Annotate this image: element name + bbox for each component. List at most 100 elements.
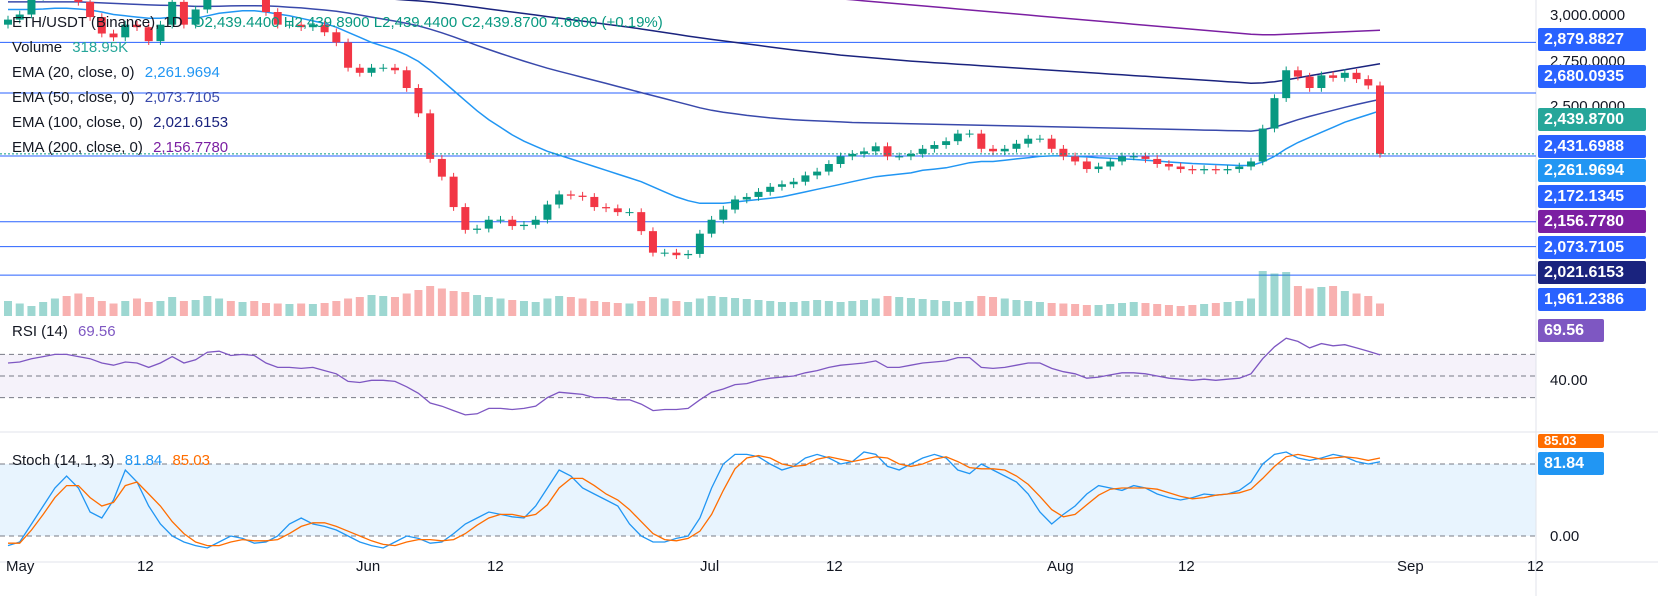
- candle-body: [1035, 138, 1044, 140]
- candle-body: [965, 133, 974, 135]
- volume-bar: [355, 297, 364, 316]
- price-tick-3000: 3,000.0000: [1550, 7, 1626, 24]
- candle-body: [1376, 85, 1384, 154]
- candle-body: [1211, 169, 1220, 171]
- volume-bar: [1211, 303, 1220, 316]
- candle-body: [484, 219, 493, 229]
- stoch-d-value: 85.03: [172, 452, 210, 469]
- price-tag-2431: 2,431.6988: [1538, 135, 1646, 158]
- candle-body: [15, 14, 24, 20]
- volume-bar: [1317, 287, 1326, 316]
- candle-body: [648, 231, 657, 253]
- volume-bar: [1364, 296, 1373, 316]
- volume-bar: [695, 298, 704, 316]
- candle-body: [156, 24, 165, 42]
- volume-bar: [648, 297, 657, 316]
- candle-body: [766, 186, 775, 192]
- candle-body: [402, 70, 411, 88]
- ema50-label: EMA (50, close, 0): [12, 89, 135, 106]
- volume-bar: [1071, 304, 1080, 316]
- volume-bar: [261, 303, 270, 316]
- candle-body: [1188, 169, 1197, 171]
- candle-body: [1329, 75, 1338, 78]
- candle-body: [672, 252, 681, 256]
- candle-body: [4, 19, 12, 25]
- candle-body: [1352, 72, 1361, 80]
- ema100-legend: EMA (100, close, 0) 2,021.6153: [12, 114, 234, 132]
- volume-bar: [4, 301, 12, 316]
- volume-bar: [519, 301, 528, 316]
- ema200-label: EMA (200, close, 0): [12, 139, 143, 156]
- candle-body: [1235, 166, 1244, 170]
- volume-bar: [238, 302, 247, 316]
- ema100-value: 2,021.6153: [153, 114, 229, 131]
- candle-body: [179, 1, 188, 25]
- price-tag-2073: 2,073.7105: [1538, 236, 1646, 259]
- price-tag-last: 2,439.8700: [1538, 108, 1646, 131]
- price-tag-ema100: 2,021.6153: [1538, 261, 1646, 284]
- volume-bar: [50, 298, 59, 316]
- x-label-jul-12: 12: [826, 558, 843, 575]
- volume-bar: [15, 303, 24, 316]
- volume-bar: [848, 301, 857, 316]
- volume-bar: [860, 300, 869, 316]
- price-tag-2680: 2,680.0935: [1538, 65, 1646, 88]
- candle-body: [1176, 166, 1185, 170]
- stoch-k-line: [7, 451, 1381, 549]
- volume-bar: [144, 302, 153, 316]
- ema20-label: EMA (20, close, 0): [12, 64, 135, 81]
- candle-body: [754, 191, 763, 197]
- candle-body: [320, 24, 329, 33]
- volume-bar: [989, 297, 998, 316]
- volume-bar: [179, 301, 188, 316]
- volume-bar: [543, 298, 552, 316]
- candle-body: [203, 0, 212, 10]
- volume-bar: [496, 298, 505, 316]
- x-label-may: May: [6, 558, 35, 575]
- volume-bar: [731, 298, 740, 316]
- candle-body: [684, 253, 693, 256]
- candle-body: [332, 32, 341, 43]
- candle-body: [1141, 156, 1150, 159]
- candle-body: [777, 184, 786, 187]
- candle-body: [144, 27, 153, 42]
- volume-bar: [132, 298, 141, 316]
- volume-bar: [1000, 298, 1009, 316]
- volume-bar: [402, 293, 411, 316]
- x-label-aug: Aug: [1047, 558, 1074, 575]
- volume-bar: [1235, 301, 1244, 316]
- rsi-tick-40: 40.00: [1550, 372, 1588, 389]
- volume-bar: [1329, 286, 1338, 316]
- volume-bar: [1024, 301, 1033, 316]
- price-tag-2172: 2,172.1345: [1538, 185, 1646, 208]
- candle-body: [930, 145, 939, 149]
- volume-bar: [895, 297, 904, 316]
- volume-bar: [942, 301, 951, 316]
- volume-bar: [754, 300, 763, 316]
- candle-body: [660, 252, 669, 254]
- symbol-legend: ETH/USDT (Binance), 1D O2,439.4400 H2,43…: [12, 14, 669, 32]
- volume-bar: [871, 298, 880, 316]
- volume-bar: [27, 306, 36, 316]
- candle-body: [543, 204, 552, 220]
- volume-bar: [1141, 303, 1150, 316]
- volume-bar: [191, 300, 200, 316]
- rsi-label: RSI (14): [12, 323, 68, 340]
- volume-bar: [273, 303, 282, 316]
- volume-label: Volume: [12, 39, 63, 56]
- volume-bar: [390, 297, 399, 316]
- volume-bar: [578, 298, 587, 316]
- volume-bar: [625, 303, 634, 316]
- candle-body: [1047, 138, 1056, 149]
- volume-bar: [1188, 305, 1197, 316]
- candle-body: [1340, 72, 1349, 78]
- candle-body: [344, 42, 353, 68]
- candle-body: [1200, 169, 1209, 171]
- volume-bar: [97, 301, 106, 316]
- rsi-legend: RSI (14) 69.56: [12, 323, 122, 341]
- volume-bar: [1352, 293, 1361, 316]
- volume-bar: [1153, 304, 1162, 316]
- candle-body: [496, 219, 505, 221]
- volume-bar: [602, 302, 611, 316]
